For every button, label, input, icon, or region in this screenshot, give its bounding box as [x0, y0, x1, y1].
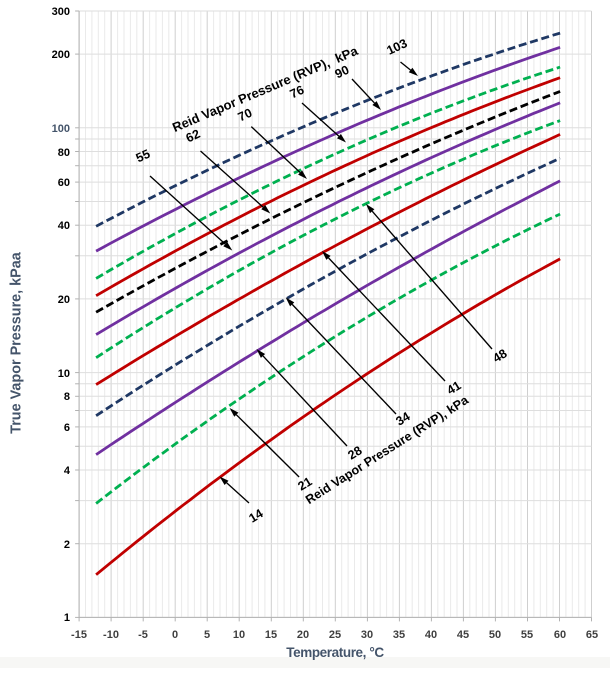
svg-text:50: 50 — [489, 629, 501, 641]
svg-text:-5: -5 — [138, 629, 148, 641]
svg-text:80: 80 — [58, 147, 70, 159]
svg-text:40: 40 — [425, 629, 437, 641]
svg-text:10: 10 — [233, 629, 245, 641]
svg-text:34: 34 — [393, 409, 412, 428]
svg-text:60: 60 — [554, 629, 566, 641]
svg-text:0: 0 — [172, 629, 178, 641]
svg-text:41: 41 — [444, 378, 463, 397]
svg-text:76: 76 — [288, 83, 307, 102]
svg-text:20: 20 — [58, 294, 70, 306]
svg-text:8: 8 — [64, 391, 70, 403]
svg-text:6: 6 — [64, 422, 70, 434]
svg-text:62: 62 — [184, 127, 203, 146]
svg-text:28: 28 — [345, 443, 364, 462]
svg-text:30: 30 — [361, 629, 373, 641]
svg-text:4: 4 — [64, 465, 71, 477]
svg-text:5: 5 — [204, 629, 210, 641]
svg-text:55: 55 — [521, 629, 533, 641]
svg-text:25: 25 — [329, 629, 341, 641]
svg-text:35: 35 — [393, 629, 405, 641]
svg-text:True Vapor Pressure, kPaa: True Vapor Pressure, kPaa — [9, 251, 25, 434]
svg-text:40: 40 — [58, 220, 70, 232]
svg-text:10: 10 — [58, 368, 70, 380]
svg-text:2: 2 — [64, 539, 70, 551]
svg-text:21: 21 — [295, 474, 314, 493]
svg-text:1: 1 — [64, 612, 70, 624]
svg-text:300: 300 — [52, 6, 70, 18]
svg-text:90: 90 — [333, 63, 352, 82]
svg-text:Temperature, °C: Temperature, °C — [286, 645, 384, 660]
svg-text:70: 70 — [236, 106, 255, 125]
svg-text:200: 200 — [52, 49, 70, 61]
svg-text:20: 20 — [297, 629, 309, 641]
svg-text:100: 100 — [52, 123, 70, 135]
svg-text:60: 60 — [58, 177, 70, 189]
svg-text:45: 45 — [457, 629, 469, 641]
svg-text:-10: -10 — [103, 629, 119, 641]
svg-text:55: 55 — [134, 147, 153, 166]
svg-text:65: 65 — [586, 629, 598, 641]
svg-text:14: 14 — [246, 506, 265, 525]
svg-text:-15: -15 — [71, 629, 87, 641]
svg-text:15: 15 — [265, 629, 277, 641]
svg-text:48: 48 — [490, 346, 509, 365]
